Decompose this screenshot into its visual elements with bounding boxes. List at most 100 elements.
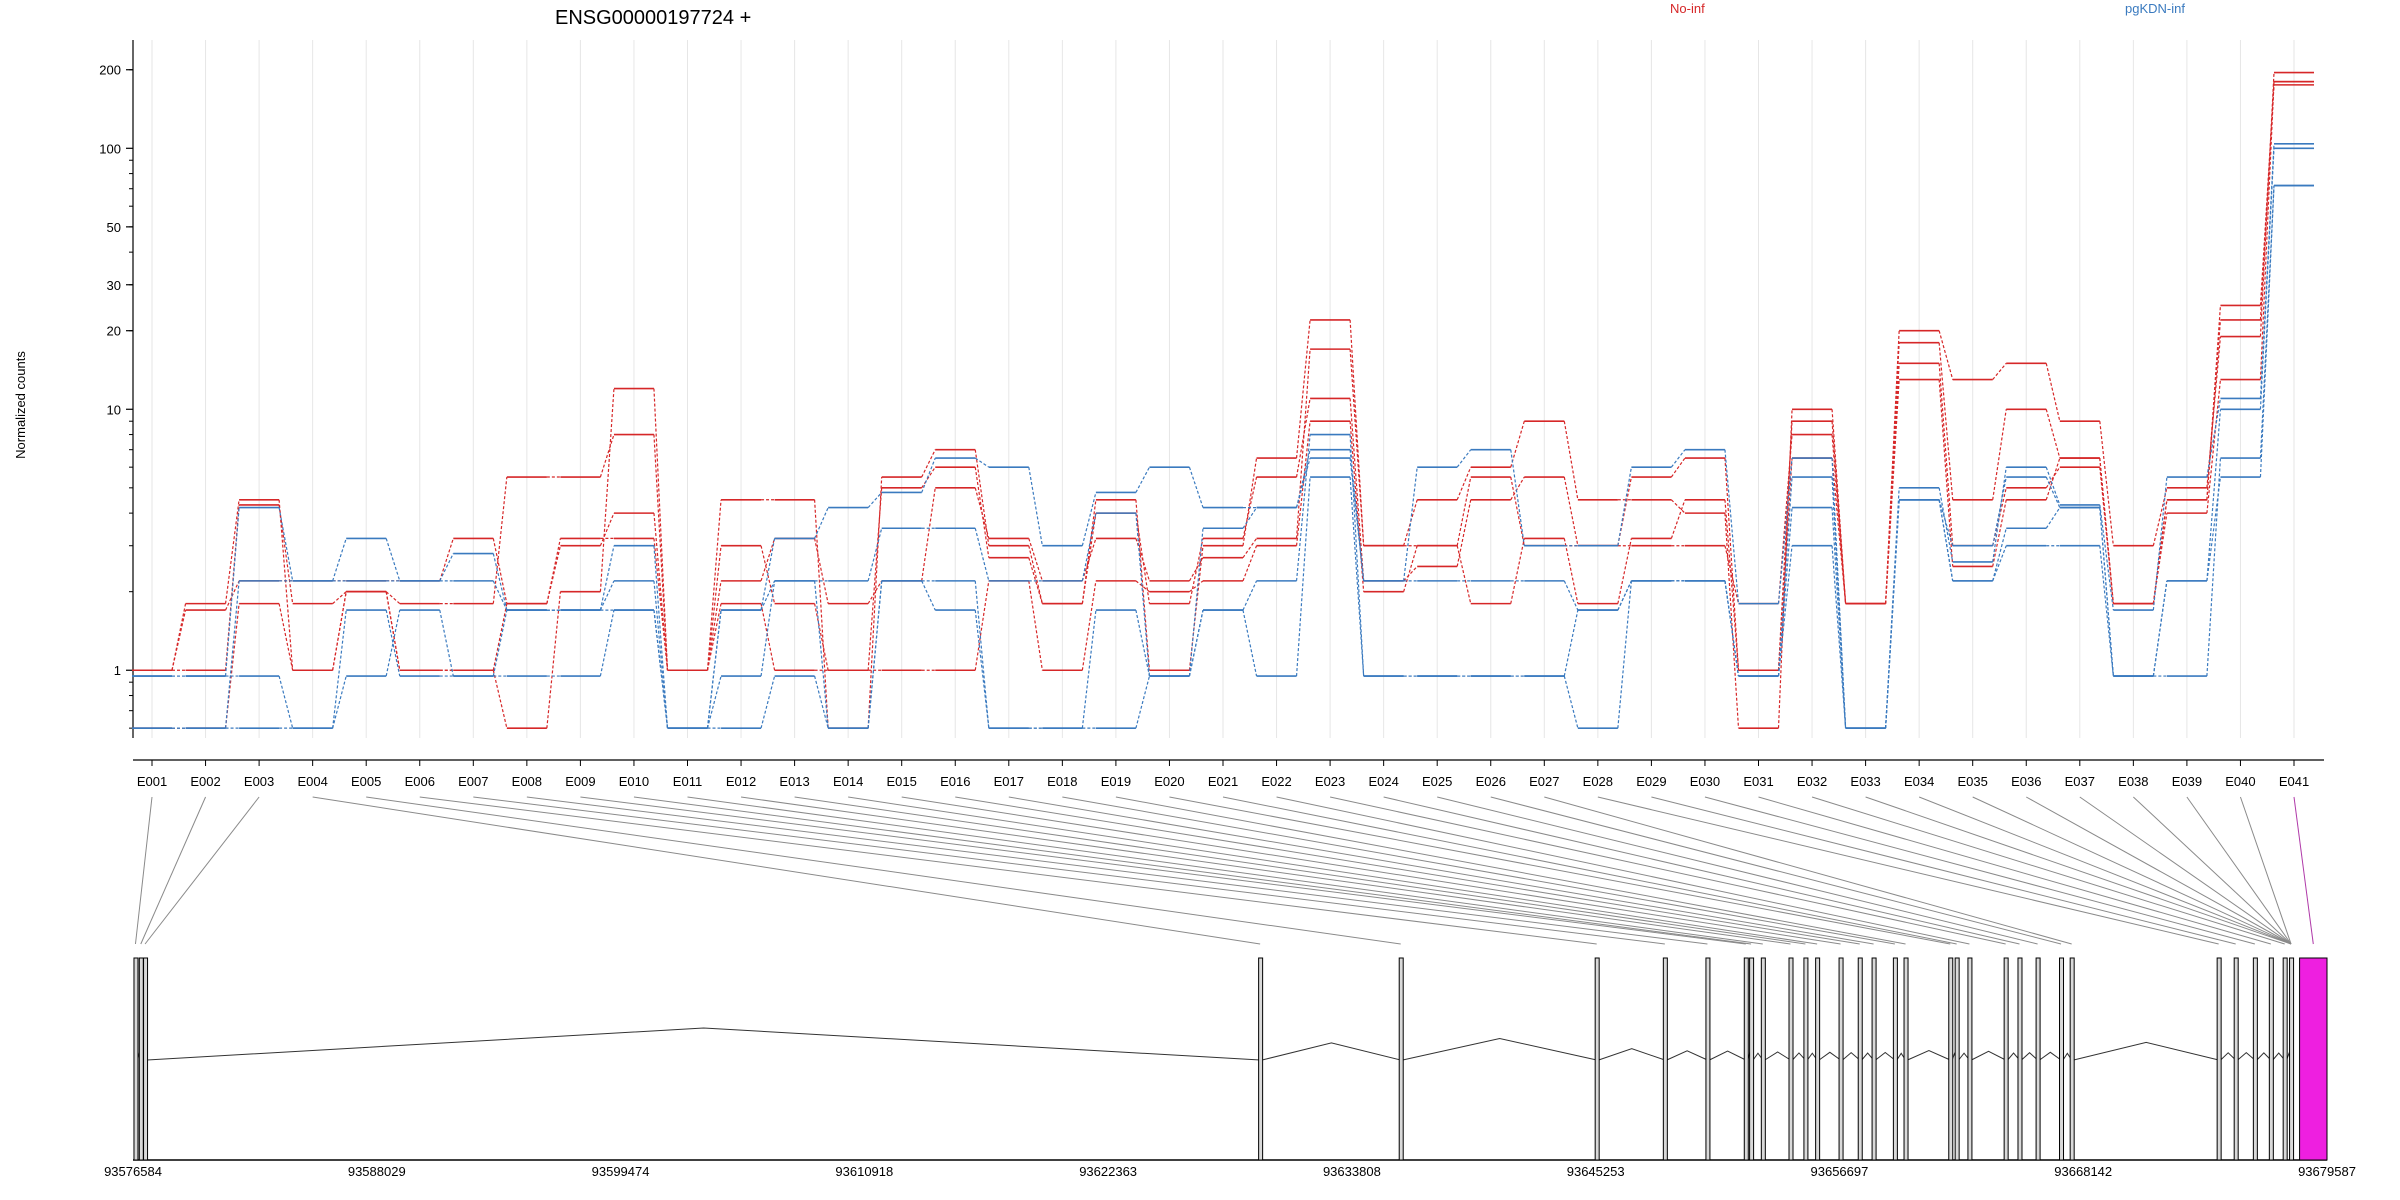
exon-box: [1258, 957, 1264, 1161]
exon-link: [1028, 557, 1043, 604]
exon-link: [1135, 675, 1151, 729]
exon-link: [2045, 507, 2061, 529]
exon-box: [1662, 957, 1668, 1161]
exon-link: [760, 580, 776, 677]
x-tick-label: E037: [2065, 774, 2095, 789]
exon-link: [706, 580, 722, 671]
exon-link: [2045, 409, 2061, 459]
exon-box: [1892, 957, 1898, 1161]
coordinate-label: 93622363: [1079, 1164, 1137, 1179]
x-tick-label: E001: [137, 774, 167, 789]
exon-link: [546, 538, 561, 604]
exon-link: [1188, 528, 1204, 677]
exon-link: [1724, 458, 1740, 671]
exon-link: [1938, 342, 1954, 500]
exon-link: [1992, 528, 2007, 582]
exon-link: [1135, 466, 1150, 493]
exon-link: [653, 434, 669, 671]
exon-link: [1242, 609, 1258, 677]
exon-link: [1242, 545, 1258, 582]
exon-box: [143, 957, 149, 1161]
intron: [2039, 1051, 2062, 1061]
x-tick-label: E007: [458, 774, 488, 789]
exon-link: [1831, 507, 1847, 729]
intron: [1875, 1051, 1896, 1061]
intron: [2021, 1052, 2038, 1061]
intron: [1907, 1050, 1951, 1061]
exon-link: [760, 603, 776, 671]
exon-link: [1670, 449, 1686, 468]
exon-link: [1992, 467, 2007, 563]
exon-link: [1938, 487, 1954, 563]
exon-link: [1135, 609, 1151, 677]
exon-link: [1992, 545, 2007, 582]
y-tick-label: 1: [114, 663, 121, 678]
exon-link: [1295, 349, 1311, 539]
exon-link: [332, 591, 347, 671]
exon-connector: [1972, 796, 2292, 945]
coordinate-label: 93668142: [2054, 1164, 2112, 1179]
exon-connector: [955, 796, 1860, 945]
intron: [1764, 1051, 1791, 1061]
y-tick-label: 30: [107, 278, 121, 293]
y-tick-label: 50: [107, 220, 121, 235]
exon-link: [1992, 499, 2007, 567]
x-tick-label: E020: [1154, 774, 1184, 789]
exon-link: [1295, 434, 1311, 581]
intron: [2256, 1052, 2272, 1061]
intron: [1971, 1050, 2006, 1061]
exon-link: [278, 675, 294, 729]
exon-link: [1831, 476, 1847, 729]
exon-connector: [419, 796, 1597, 945]
exon-link: [2099, 507, 2114, 677]
exon-link: [332, 538, 347, 582]
exon-link: [1242, 580, 1258, 611]
exon-connector: [1811, 796, 2285, 945]
exon-link: [1403, 545, 1418, 592]
exon-link: [653, 388, 669, 671]
exon-link: [1563, 609, 1579, 677]
exon-connector: [1222, 796, 1957, 945]
exon-link: [492, 476, 508, 604]
exon-link: [1188, 609, 1204, 677]
exon-connector: [2133, 796, 2292, 945]
exon-link: [1081, 538, 1097, 582]
x-tick-label: E018: [1047, 774, 1077, 789]
exon-link: [814, 538, 829, 604]
exon-link: [1349, 398, 1365, 581]
exon-link: [1510, 476, 1525, 501]
exon-link: [1938, 499, 1954, 546]
intron: [1598, 1048, 1665, 1061]
exon-box: [2035, 957, 2041, 1161]
x-tick-label: E014: [833, 774, 863, 789]
exon-link: [1242, 538, 1258, 559]
x-tick-label: E006: [405, 774, 435, 789]
coordinate-label: 93679587: [2298, 1164, 2356, 1179]
exon-link: [1777, 434, 1793, 604]
exon-link: [1295, 319, 1311, 459]
exon-link: [760, 580, 776, 611]
exon-connector: [687, 796, 1763, 945]
exon-link: [599, 434, 615, 478]
exon-link: [599, 388, 615, 592]
exon-link: [2259, 143, 2275, 399]
exon-connector: [1544, 796, 2072, 945]
exon-box: [2003, 957, 2009, 1161]
x-tick-label: E028: [1583, 774, 1613, 789]
y-axis-label: Normalized counts: [13, 351, 28, 459]
exon-connector: [2293, 796, 2314, 945]
exon-box: [1705, 957, 1711, 1161]
exon-box: [1838, 957, 1844, 1161]
exon-link: [1563, 421, 1579, 500]
exon-link: [278, 499, 294, 671]
exon-link: [439, 553, 454, 582]
exon-link: [385, 591, 401, 605]
exon-connector: [2239, 796, 2292, 945]
exon-box: [1788, 957, 1794, 1161]
series-pgkdn-inf-6: [132, 143, 2314, 729]
intron: [1262, 1042, 1401, 1061]
x-tick-label: E026: [1476, 774, 1506, 789]
exon-link: [1992, 409, 2007, 500]
genomic-coordinates: 93576584 93588029 93599474 93610918 93622363…: [104, 1164, 2356, 1179]
